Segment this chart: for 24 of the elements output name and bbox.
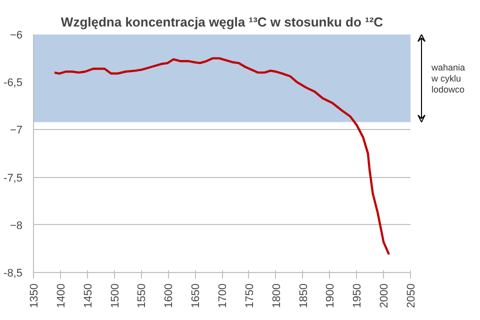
x-tick-label: 2000 <box>378 283 391 308</box>
x-tick-label: 1700 <box>217 283 229 308</box>
line-series <box>53 57 390 256</box>
y-tick-label: −6 <box>10 30 23 42</box>
x-tick-label: 1800 <box>270 283 283 308</box>
chart-title: Względna koncentracja węgla ¹³C w stosunku do ¹²C <box>60 14 384 30</box>
x-tick-label: 1650 <box>190 283 202 308</box>
x-tick-label: 1550 <box>136 283 148 308</box>
x-tick-label: 1450 <box>82 283 94 308</box>
x-tick-label: 1900 <box>324 283 337 308</box>
y-tick-label: -6,5 <box>4 77 23 90</box>
x-tick-label: 1850 <box>298 283 310 308</box>
y-tick-label: −8 <box>10 220 23 232</box>
x-tick-label: 2050 <box>406 283 418 308</box>
x-tick-label: 1750 <box>244 283 256 308</box>
band-label: wahania w cyklu lodowco <box>430 62 466 94</box>
x-tick-label: 1500 <box>109 283 122 308</box>
x-tick-label: 1950 <box>352 283 364 308</box>
x-tick-label: 1600 <box>163 283 176 308</box>
y-tick-label: -7,5 <box>4 172 23 184</box>
y-tick-label: -8,5 <box>4 268 23 280</box>
y-tick-label: −7 <box>10 124 23 137</box>
x-tick-label: 1350 <box>28 283 40 308</box>
x-tick-label: 1400 <box>55 283 68 308</box>
